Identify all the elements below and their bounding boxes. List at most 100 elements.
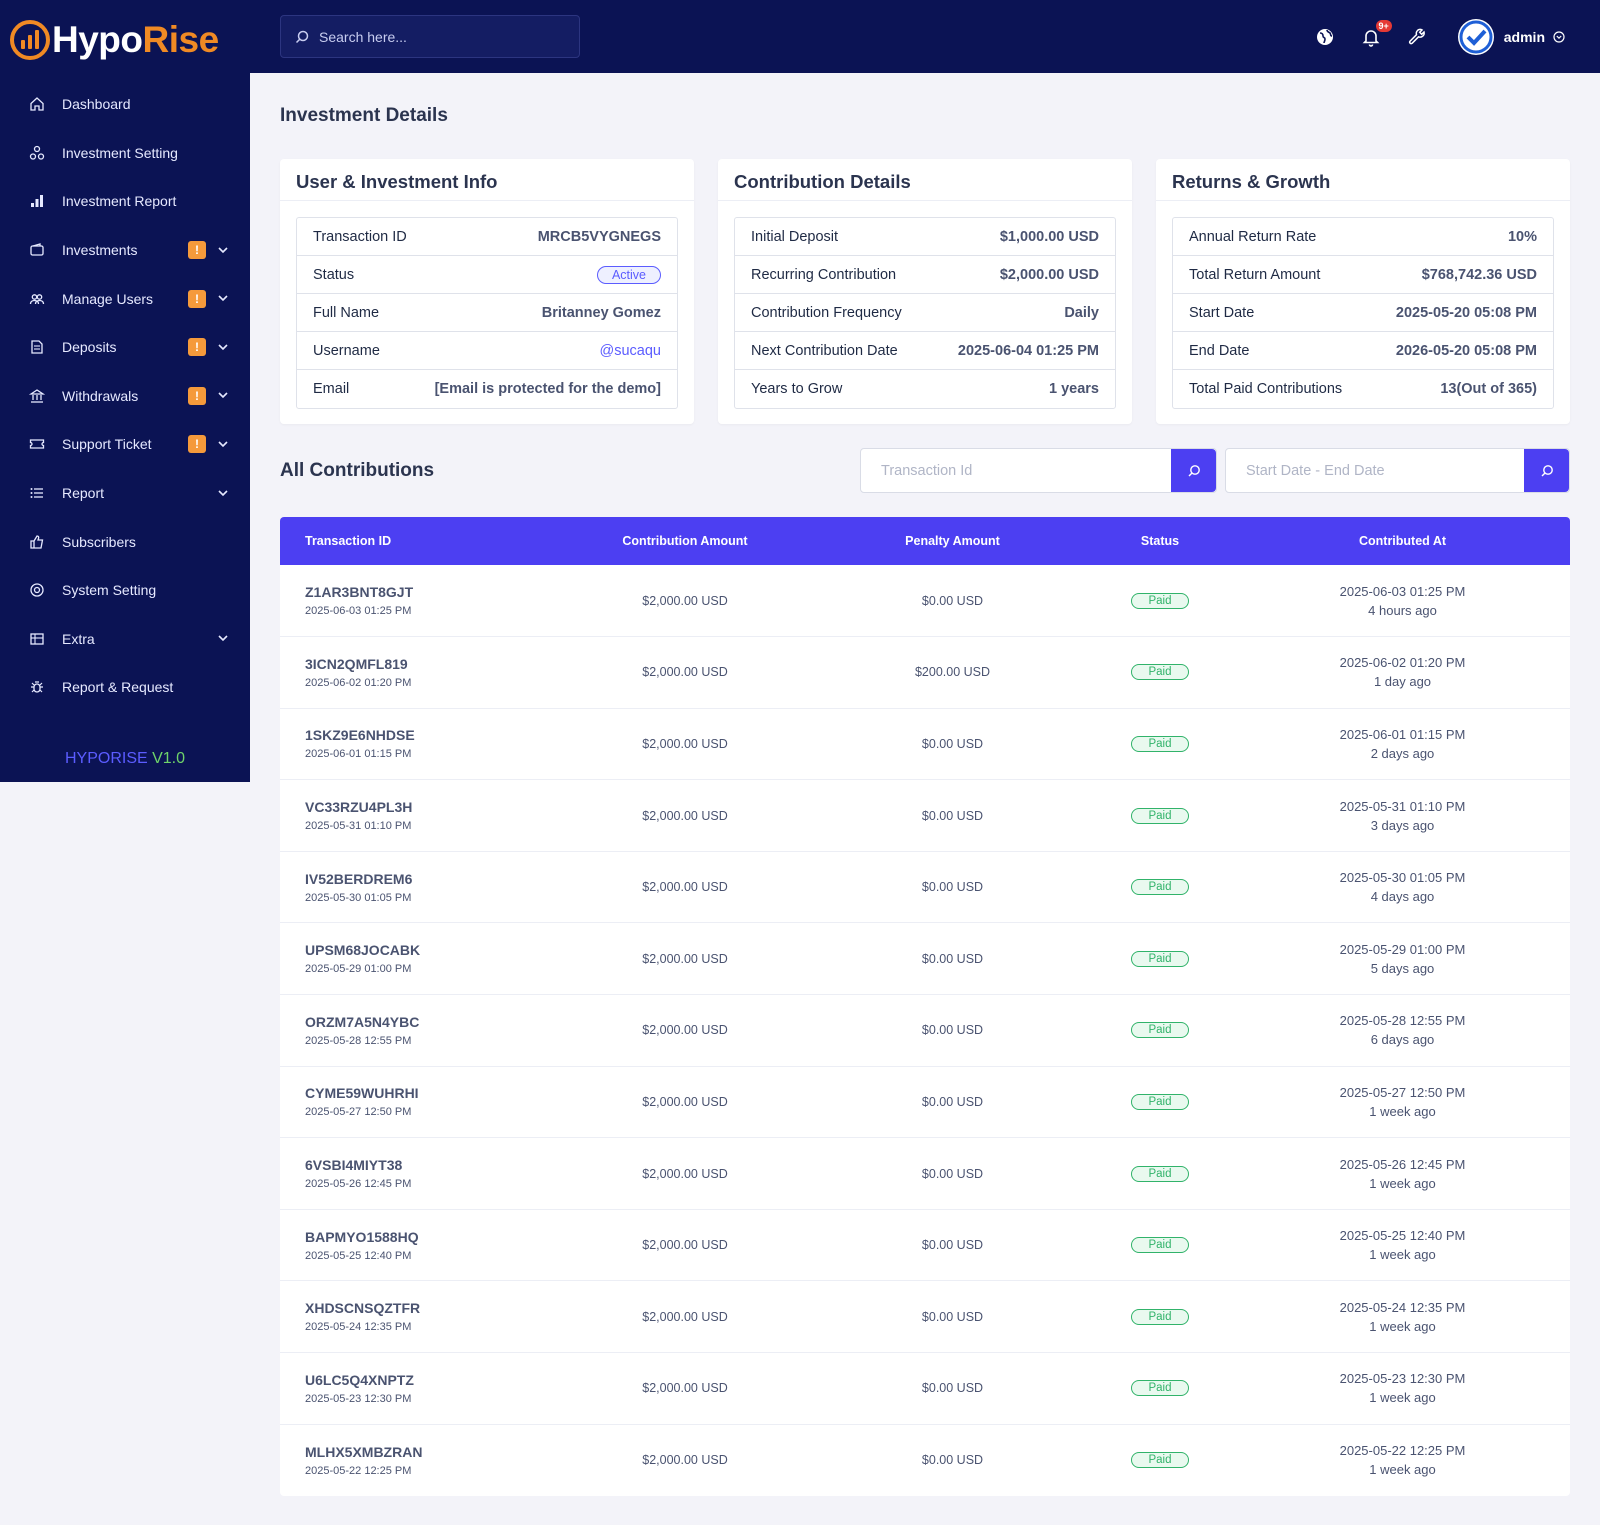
wrench-icon[interactable] [1406,26,1428,48]
kv-value: $768,742.36 USD [1421,266,1537,283]
kv-value: Daily [1064,304,1099,321]
penalty-amount: $0.00 USD [921,1381,984,1396]
kv-value: [Email is protected for the demo] [434,381,661,397]
sidebar-item-report-request[interactable]: Report & Request [0,663,250,712]
sidebar-item-label: Manage Users [62,290,154,307]
username-link[interactable]: @sucaqu [599,342,661,359]
penalty-amount: $0.00 USD [921,1166,984,1181]
table-row: 3ICN2QMFL819 2025-06-02 01:20 PM $2,000.00… [280,637,1570,709]
ticket-icon [28,435,46,453]
transaction-cell: U6LC5Q4XNPTZ 2025-05-23 12:30 PM [280,1353,550,1425]
contributed-at-relative: 1 week ago [1369,1462,1436,1478]
avatar[interactable] [1457,18,1494,55]
sidebar-item-label: Extra [62,630,95,647]
user-name[interactable]: admin [1503,28,1545,45]
sidebar-item-manage-users[interactable]: Manage Users! [0,274,250,323]
transaction-search-button[interactable] [1171,449,1216,492]
sidebar-item-report[interactable]: Report [0,469,250,518]
contributed-at-relative: 3 days ago [1370,817,1435,833]
chevron-down-icon[interactable] [218,439,228,449]
globe-icon[interactable] [1314,26,1336,48]
kv-key: Years to Grow [751,381,843,397]
sidebar-item-label: Support Ticket [62,436,152,453]
contributed-at-relative: 4 days ago [1370,889,1435,905]
sidebar-item-investment-report[interactable]: Investment Report [0,177,250,226]
kv-row: Total Paid Contributions 13(Out of 365) [1173,370,1553,408]
transaction-cell: MLHX5XMBZRAN 2025-05-22 12:25 PM [280,1424,550,1496]
kv-value: 2026-05-20 05:08 PM [1395,342,1537,359]
transaction-date: 2025-05-27 12:50 PM [305,1106,412,1119]
notification-bell-icon[interactable]: 9+ [1360,19,1392,48]
contributed-at-cell: 2025-05-22 12:25 PM 1 week ago [1235,1424,1570,1496]
sidebar-item-support-ticket[interactable]: Support Ticket! [0,420,250,469]
kv-row: Transaction ID MRCB5VYGNEGS [297,218,677,256]
sidebar-item-withdrawals[interactable]: Withdrawals! [0,372,250,421]
contribution-amount: $2,000.00 USD [642,1238,728,1253]
transaction-id-input[interactable] [861,449,1171,492]
table-row: Z1AR3BNT8GJT 2025-06-03 01:25 PM $2,000.00… [280,565,1570,637]
table-row: U6LC5Q4XNPTZ 2025-05-23 12:30 PM $2,000.00… [280,1353,1570,1425]
table-row: UPSM68JOCABK 2025-05-29 01:00 PM $2,000.00… [280,923,1570,995]
sidebar-item-label: System Setting [62,582,157,599]
chevron-down-icon[interactable] [1553,30,1565,43]
sidebar-item-investments[interactable]: Investments! [0,226,250,275]
transaction-id: U6LC5Q4XNPTZ [305,1371,414,1388]
contribution-amount: $2,000.00 USD [642,593,728,608]
kv-value: 13(Out of 365) [1440,381,1537,397]
transaction-date: 2025-05-26 12:45 PM [305,1178,412,1191]
status-cell: Paid [1085,1138,1235,1210]
contribution-amount: $2,000.00 USD [642,1023,728,1038]
kv-row: End Date 2026-05-20 05:08 PM [1173,332,1553,370]
sidebar-item-investment-setting[interactable]: Investment Setting [0,129,250,178]
contributed-at-date: 2025-05-30 01:05 PM [1339,870,1466,886]
warning-badge: ! [188,435,206,454]
contributed-at-cell: 2025-05-30 01:05 PM 4 days ago [1235,851,1570,923]
kv-key: Transaction ID [313,228,407,245]
sidebar-item-extra[interactable]: Extra [0,615,250,664]
kv-list: Transaction ID MRCB5VYGNEGS Status Active … [296,217,678,409]
chevron-down-icon[interactable] [218,294,228,304]
table-row: 6VSBI4MIYT38 2025-05-26 12:45 PM $2,000.00… [280,1138,1570,1210]
warning-badge: ! [188,386,206,405]
table-row: VC33RZU4PL3H 2025-05-31 01:10 PM $2,000.00… [280,780,1570,852]
chevron-down-icon[interactable] [218,391,228,401]
kv-row: Next Contribution Date 2025-06-04 01:25 P… [735,332,1115,370]
date-range-input[interactable] [1226,449,1524,492]
chevron-down-icon[interactable] [218,245,228,255]
sidebar-item-subscribers[interactable]: Subscribers [0,517,250,566]
kv-list: Initial Deposit $1,000.00 USD Recurring C… [734,217,1116,409]
chevron-down-icon[interactable] [218,634,228,644]
transaction-date: 2025-05-31 01:10 PM [305,820,412,833]
status-badge: Paid [1131,879,1189,896]
version-number: V1.0 [152,750,186,767]
contributed-at-relative: 1 week ago [1369,1318,1436,1334]
returns-growth-card: Returns & Growth Annual Return Rate 10% T… [1156,159,1570,424]
contributed-at-cell: 2025-06-01 01:15 PM 2 days ago [1235,708,1570,780]
sidebar-item-dashboard[interactable]: Dashboard [0,80,250,129]
topbar: Search here... 9+ admin [250,0,1600,73]
sidebar-nav: Dashboard Investment Setting Investment Re… [0,80,250,712]
transaction-cell: CYME59WUHRHI 2025-05-27 12:50 PM [280,1066,550,1138]
brand-name-part2: Rise [142,19,220,60]
column-header: Contribution Amount [622,534,748,548]
chevron-down-icon[interactable] [218,342,228,352]
chevron-down-icon[interactable] [218,488,228,498]
sidebar-item-deposits[interactable]: Deposits! [0,323,250,372]
contributed-at-date: 2025-05-23 12:30 PM [1339,1371,1466,1387]
brand-logo[interactable]: HypoRise [0,0,250,80]
contributed-at-cell: 2025-06-03 01:25 PM 4 hours ago [1235,565,1570,637]
transaction-id: IV52BERDREM6 [305,870,413,887]
transaction-date: 2025-06-03 01:25 PM [305,605,412,618]
sidebar-item-system-setting[interactable]: System Setting [0,566,250,615]
bank-icon [28,387,46,405]
date-search-button[interactable] [1524,449,1569,492]
home-icon [28,95,46,113]
transaction-date: 2025-05-29 01:00 PM [305,963,412,976]
global-search[interactable]: Search here... [280,15,580,58]
page-title: Investment Details [280,105,448,126]
table-row: XHDSCNSQZTFR 2025-05-24 12:35 PM $2,000.00… [280,1281,1570,1353]
status-cell: Paid [1085,1209,1235,1281]
search-icon [295,30,309,44]
contributed-at-relative: 6 days ago [1370,1032,1435,1048]
contributed-at-cell: 2025-05-24 12:35 PM 1 week ago [1235,1281,1570,1353]
